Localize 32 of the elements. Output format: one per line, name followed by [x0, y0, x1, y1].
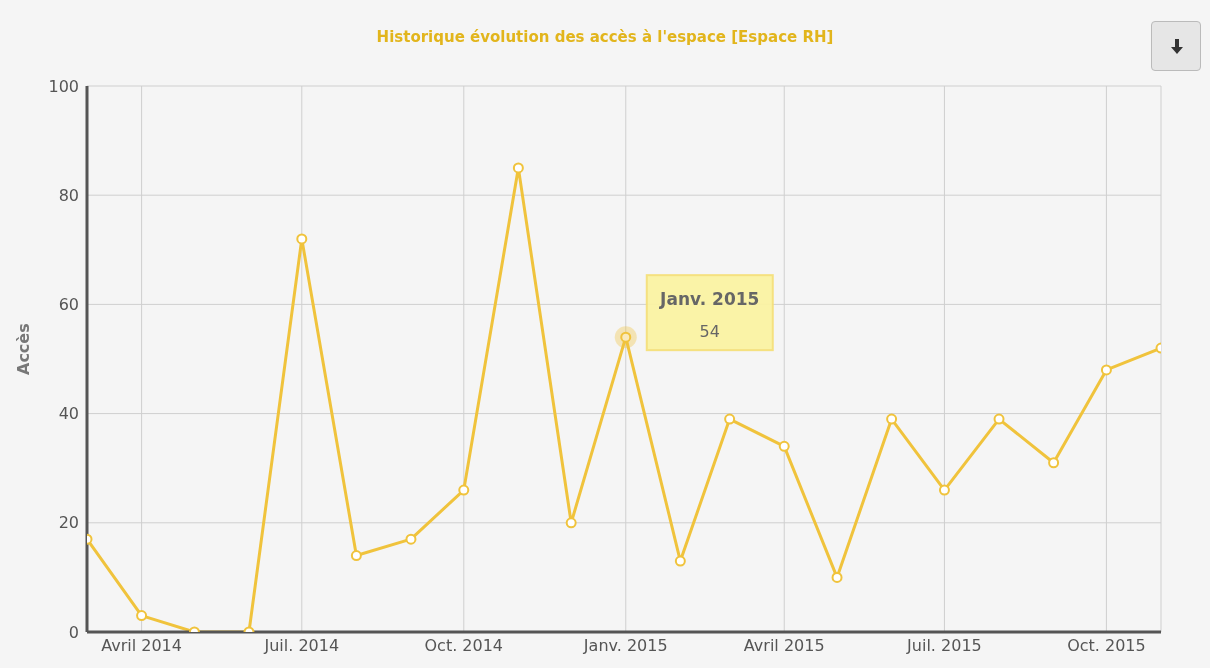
point	[1048, 457, 1060, 469]
point	[512, 162, 524, 174]
point	[1100, 364, 1112, 376]
point	[458, 484, 470, 496]
point	[724, 413, 736, 425]
x-tick-label: Avril 2015	[743, 636, 825, 656]
point	[938, 484, 950, 496]
point	[993, 413, 1005, 425]
point	[296, 233, 308, 245]
point	[831, 571, 843, 583]
point	[565, 517, 577, 529]
point	[350, 550, 362, 562]
y-tick-label: 80	[58, 185, 79, 205]
y-tick-label: 40	[58, 404, 79, 424]
y-tick-label: 20	[58, 513, 79, 533]
annotation: 54	[699, 322, 720, 342]
point	[136, 610, 148, 622]
x-tick-label: Oct. 2015	[1067, 636, 1146, 656]
y-tick-label: 0	[68, 622, 79, 642]
y-tick-label: 100	[48, 76, 79, 96]
point	[405, 533, 417, 545]
x-tick-label: Juil. 2014	[263, 636, 340, 656]
x-tick-label: Oct. 2014	[424, 636, 504, 656]
x-tick-label: Juil. 2015	[906, 636, 982, 656]
y-axis-title: Accès	[13, 323, 33, 375]
point	[886, 413, 898, 425]
annotation: Janv. 2015	[659, 289, 760, 310]
x-tick-label: Janv. 2015	[582, 636, 668, 656]
chart-title: Historique évolution des accès à l'espace [Espace RH]	[375, 28, 835, 46]
y-tick-label: 60	[58, 295, 79, 315]
x-tick-label: Avril 2014	[101, 636, 182, 656]
point	[778, 440, 790, 452]
